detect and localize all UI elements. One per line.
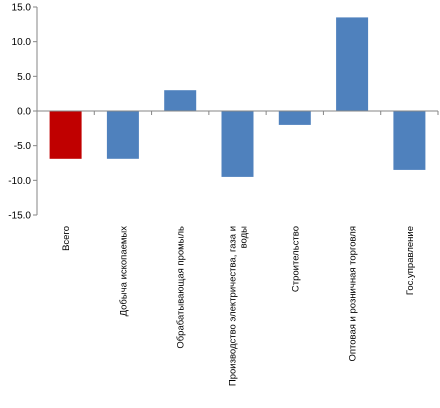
category-label-line: Оптовая и розничная торговля	[348, 226, 359, 362]
y-tick-label: 0.0	[17, 107, 31, 118]
axes	[36, 7, 439, 215]
y-tick-label: -10.0	[8, 176, 31, 187]
bar	[336, 17, 369, 111]
y-axis-ticks: 15.0 10.0 5.0 0.0 -5.0 -10.0 -15.0	[8, 3, 37, 222]
y-tick-label: 10.0	[12, 37, 32, 48]
category-label-line: Строительство	[290, 226, 301, 292]
category-label-line: воды	[239, 226, 250, 249]
bar	[49, 111, 82, 159]
bar	[221, 111, 254, 177]
y-tick-label: 15.0	[12, 3, 32, 14]
x-axis-category-labels: Всего Добыча ископаемых Обрабатывающая про…	[61, 226, 416, 386]
category-label-line: Всего	[61, 226, 72, 251]
category-label: Гос.управление	[405, 226, 416, 295]
category-label: Всего	[61, 226, 72, 251]
category-label: Добыча ископаемых	[118, 226, 129, 317]
y-tick-label: 5.0	[17, 72, 31, 83]
category-label-line: Производство электричества, газа и	[228, 226, 239, 386]
category-label-line: Обрабатывающая промыль	[176, 226, 187, 349]
category-label: Производство электричества, газа иводы	[228, 226, 250, 386]
category-label: Обрабатывающая промыль	[176, 226, 187, 349]
y-tick-label: -15.0	[8, 211, 31, 222]
category-label: Оптовая и розничная торговля	[348, 226, 359, 362]
category-label: Строительство	[290, 226, 301, 292]
bar	[278, 111, 311, 125]
bar	[164, 90, 197, 111]
category-label-line: Добыча ископаемых	[118, 226, 129, 317]
category-label-line: Гос.управление	[405, 226, 416, 295]
bar-series	[49, 17, 426, 177]
bar	[393, 111, 426, 170]
bar	[106, 111, 139, 159]
y-tick-label: -5.0	[14, 141, 32, 152]
